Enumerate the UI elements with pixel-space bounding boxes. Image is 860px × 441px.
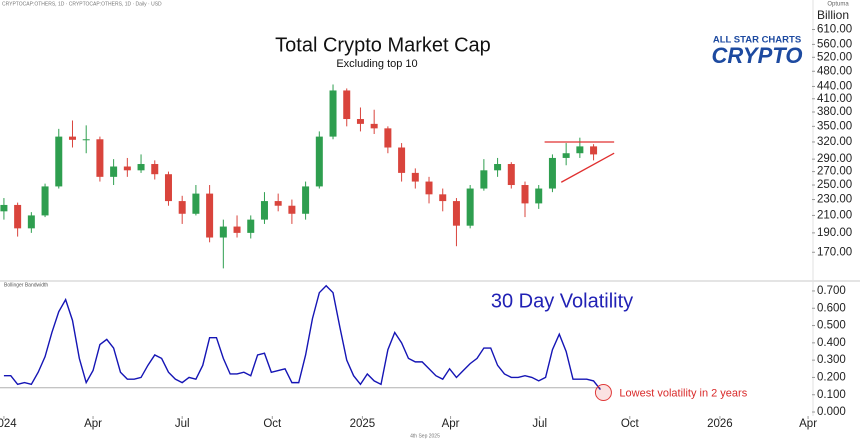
y-tick-label: 560.00 — [817, 38, 852, 50]
candle-body — [590, 146, 598, 155]
candle-body — [151, 164, 159, 175]
chart-subtitle: Excluding top 10 — [336, 58, 417, 70]
logo: ALL STAR CHARTS CRYPTO — [712, 35, 803, 68]
y-tick-label: 190.00 — [817, 227, 852, 239]
y-tick-label: 410.00 — [817, 93, 852, 105]
footer-date: 4th Sep 2025 — [410, 433, 440, 439]
candle-body — [315, 136, 323, 187]
brand: Optuma — [827, 2, 849, 8]
y-tick-label: 230.00 — [817, 194, 852, 206]
candle-body — [452, 201, 460, 226]
candle-body — [192, 193, 200, 214]
candle-body — [260, 201, 268, 220]
candle-body — [411, 172, 419, 182]
x-tick-label: Jul — [532, 418, 547, 430]
candle-body — [55, 136, 63, 187]
candle-body — [302, 186, 310, 214]
y-tick-label: 0.400 — [817, 337, 846, 349]
candle-body — [274, 201, 282, 206]
y-tick-label: 320.00 — [817, 136, 852, 148]
candle-body — [356, 119, 364, 124]
y-tick-label: 380.00 — [817, 106, 852, 118]
x-tick-label: Oct — [263, 418, 282, 430]
candle-body — [233, 226, 241, 233]
y-tick-label: 0.600 — [817, 302, 846, 314]
candle-body — [288, 205, 296, 214]
y-tick-label: 0.500 — [817, 320, 846, 332]
chart-title: Total Crypto Market Cap — [275, 34, 491, 56]
y-tick-label: 0.100 — [817, 389, 846, 401]
candle-body — [384, 128, 392, 148]
x-tick-label: 2025 — [350, 418, 376, 430]
panel-title: 30 Day Volatility — [491, 290, 633, 312]
candle-body — [137, 164, 145, 171]
y-tick-label: 520.00 — [817, 51, 852, 63]
candle-body — [68, 136, 76, 140]
y-tick-label: 290.00 — [817, 153, 852, 165]
candle-body — [521, 185, 529, 204]
candle-body — [398, 147, 406, 173]
candle-body — [247, 219, 255, 233]
y-tick-label: 0.200 — [817, 371, 846, 383]
x-tick-label: Apr — [799, 418, 817, 430]
candle-body — [219, 226, 227, 238]
y-tick-label: 610.00 — [817, 24, 852, 36]
candle-body — [110, 166, 118, 177]
y-tick-label: 250.00 — [817, 179, 852, 191]
candle-body — [370, 123, 378, 129]
candle-body — [329, 90, 337, 137]
candle-body — [27, 215, 35, 229]
y-tick-label: 270.00 — [817, 166, 852, 178]
y-unit: Billion — [817, 8, 849, 22]
y-tick-label: 0.700 — [817, 285, 846, 297]
y-tick-label: 210.00 — [817, 209, 852, 221]
candle-body — [535, 188, 543, 204]
candle-body — [164, 174, 172, 202]
candle-body — [494, 164, 502, 171]
trendline — [560, 152, 615, 183]
x-tick-label: Oct — [621, 418, 640, 430]
candle-body — [123, 166, 131, 171]
candle-body — [0, 204, 8, 212]
y-tick-label: 0.300 — [817, 354, 846, 366]
x-tick-label: Jul — [175, 418, 190, 430]
candle-body — [82, 139, 90, 141]
candle-body — [507, 164, 515, 186]
x-tick-label: 2026 — [707, 418, 733, 430]
x-tick-label: 2024 — [0, 418, 17, 430]
y-tick-label: 170.00 — [817, 246, 852, 258]
candle-body — [14, 204, 22, 229]
candle-body — [343, 90, 351, 120]
candle-body — [562, 153, 570, 158]
x-tick-label: Apr — [442, 418, 460, 430]
annotation: Lowest volatility in 2 years — [619, 387, 747, 399]
logo-line1: ALL STAR CHARTS — [713, 35, 801, 46]
y-tick-label: 480.00 — [817, 65, 852, 77]
candle-body — [576, 146, 584, 154]
y-tick-label: 350.00 — [817, 120, 852, 132]
candle-body — [178, 201, 186, 214]
candle-body — [206, 193, 214, 238]
indicator-label: Bollinger Bandwidth — [4, 282, 48, 288]
candle-body — [548, 157, 556, 189]
candle-body — [466, 188, 474, 226]
candle-body — [425, 181, 433, 195]
symbol-header: CRYPTOCAP:OTHERS, 1D · CRYPTOCAP:OTHERS,… — [2, 1, 162, 7]
candle-body — [439, 194, 447, 202]
candle-body — [480, 170, 488, 189]
logo-line2: CRYPTO — [712, 43, 803, 68]
y-tick-label: 0.000 — [817, 406, 846, 418]
candle-body — [41, 186, 49, 216]
y-tick-label: 440.00 — [817, 80, 852, 92]
x-tick-label: Apr — [84, 418, 102, 430]
highlight-circle — [594, 384, 612, 402]
candle-body — [96, 139, 104, 177]
volatility-line — [3, 284, 601, 390]
